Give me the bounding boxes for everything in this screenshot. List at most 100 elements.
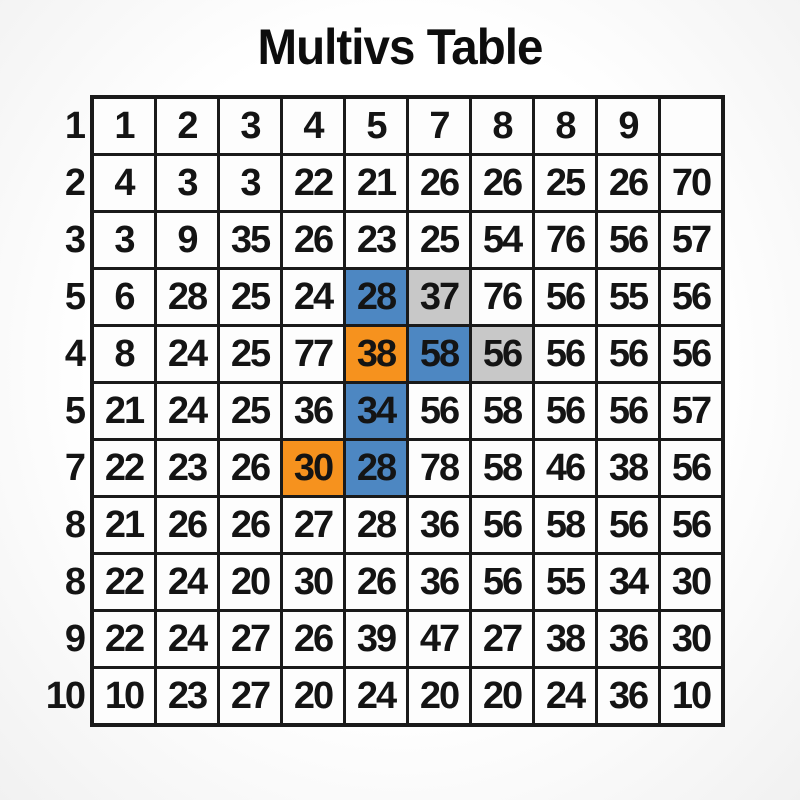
table-cell: 46 bbox=[535, 441, 595, 495]
row-label: 7 bbox=[64, 446, 86, 489]
table-cell: 22 bbox=[283, 156, 343, 210]
table-cell: 21 bbox=[94, 498, 154, 552]
table-cell: 28 bbox=[157, 270, 217, 324]
row-label: 2 bbox=[64, 161, 86, 204]
table-cell: 47 bbox=[409, 612, 469, 666]
table-cell: 27 bbox=[220, 612, 280, 666]
highlighted-cell: 37 bbox=[409, 270, 469, 324]
table-cell: 70 bbox=[661, 156, 721, 210]
row-label: 3 bbox=[64, 218, 86, 261]
table-cell: 25 bbox=[220, 384, 280, 438]
table-cell: 55 bbox=[535, 555, 595, 609]
table-cell: 27 bbox=[283, 498, 343, 552]
row-label: 8 bbox=[64, 503, 86, 546]
table-cell: 24 bbox=[157, 384, 217, 438]
table-cell: 22 bbox=[94, 555, 154, 609]
table-cell: 30 bbox=[283, 555, 343, 609]
table-cell: 56 bbox=[598, 384, 658, 438]
table-cell: 56 bbox=[598, 327, 658, 381]
table-cell: 26 bbox=[283, 612, 343, 666]
highlighted-cell: 38 bbox=[346, 327, 406, 381]
table-cell: 3 bbox=[220, 99, 280, 153]
table-cell: 24 bbox=[283, 270, 343, 324]
table-cell: 56 bbox=[409, 384, 469, 438]
table-cell: 26 bbox=[220, 498, 280, 552]
table-cell: 23 bbox=[157, 669, 217, 723]
table-cell: 57 bbox=[661, 384, 721, 438]
table-cell: 21 bbox=[346, 156, 406, 210]
row-label: 4 bbox=[64, 332, 86, 375]
table-cell: 26 bbox=[472, 156, 532, 210]
table-cell: 5 bbox=[346, 99, 406, 153]
table-cell: 25 bbox=[220, 327, 280, 381]
highlighted-cell: 28 bbox=[346, 441, 406, 495]
table-cell: 21 bbox=[94, 384, 154, 438]
highlighted-cell: 58 bbox=[409, 327, 469, 381]
table-cell: 36 bbox=[283, 384, 343, 438]
row-label: 8 bbox=[64, 560, 86, 603]
table-cell: 76 bbox=[535, 213, 595, 267]
table-cell: 36 bbox=[409, 555, 469, 609]
table-cell: 26 bbox=[157, 498, 217, 552]
highlighted-cell: 28 bbox=[346, 270, 406, 324]
table-cell: 56 bbox=[535, 327, 595, 381]
table-cell: 10 bbox=[94, 669, 154, 723]
table-cell: 9 bbox=[598, 99, 658, 153]
table-cell: 35 bbox=[220, 213, 280, 267]
table-cell: 56 bbox=[535, 270, 595, 324]
table-cell: 56 bbox=[472, 555, 532, 609]
table-cell: 10 bbox=[661, 669, 721, 723]
table-cell: 78 bbox=[409, 441, 469, 495]
table-cell: 54 bbox=[472, 213, 532, 267]
table-cell: 8 bbox=[535, 99, 595, 153]
table-cell: 26 bbox=[409, 156, 469, 210]
table-cell: 38 bbox=[598, 441, 658, 495]
table-grid: 1 2 3 4 5 7 8 8 9 4 3 3 22 21 26 26 25 26 70 3 9 35 26 23 25 54 76… bbox=[90, 95, 725, 727]
table-cell: 25 bbox=[220, 270, 280, 324]
table-cell: 26 bbox=[283, 213, 343, 267]
table-cell: 76 bbox=[472, 270, 532, 324]
table-cell: 30 bbox=[661, 612, 721, 666]
row-label: 5 bbox=[64, 275, 86, 318]
table-cell: 56 bbox=[661, 441, 721, 495]
highlighted-cell: 30 bbox=[283, 441, 343, 495]
table-cell: 8 bbox=[94, 327, 154, 381]
table-cell: 28 bbox=[346, 498, 406, 552]
table-cell: 22 bbox=[94, 612, 154, 666]
table-cell: 25 bbox=[409, 213, 469, 267]
table-cell: 30 bbox=[661, 555, 721, 609]
table-cell: 58 bbox=[472, 441, 532, 495]
table-cell: 24 bbox=[535, 669, 595, 723]
highlighted-cell: 34 bbox=[346, 384, 406, 438]
table-cell: 6 bbox=[94, 270, 154, 324]
table-cell: 8 bbox=[472, 99, 532, 153]
table-cell: 23 bbox=[157, 441, 217, 495]
table-cell: 25 bbox=[535, 156, 595, 210]
table-cell: 56 bbox=[661, 327, 721, 381]
table-cell: 24 bbox=[157, 612, 217, 666]
table-cell: 20 bbox=[220, 555, 280, 609]
table-cell: 34 bbox=[598, 555, 658, 609]
table-cell: 58 bbox=[535, 498, 595, 552]
table-cell: 3 bbox=[157, 156, 217, 210]
table-cell: 24 bbox=[157, 555, 217, 609]
table-cell: 56 bbox=[598, 213, 658, 267]
table-cell: 3 bbox=[220, 156, 280, 210]
table-cell: 26 bbox=[220, 441, 280, 495]
multiplication-table: 1 2 3 5 4 5 7 8 8 9 10 1 2 3 4 5 7 8 8 9 4 3 3 22 21 26 26 25 26 70 3… bbox=[32, 95, 725, 727]
table-cell: 4 bbox=[94, 156, 154, 210]
highlighted-cell: 56 bbox=[472, 327, 532, 381]
table-cell: 36 bbox=[598, 669, 658, 723]
table-cell bbox=[661, 99, 721, 153]
table-cell: 38 bbox=[535, 612, 595, 666]
table-cell: 3 bbox=[94, 213, 154, 267]
table-cell: 56 bbox=[472, 498, 532, 552]
table-cell: 36 bbox=[409, 498, 469, 552]
table-cell: 27 bbox=[220, 669, 280, 723]
table-cell: 20 bbox=[283, 669, 343, 723]
table-cell: 7 bbox=[409, 99, 469, 153]
row-label: 10 bbox=[45, 674, 86, 717]
table-cell: 4 bbox=[283, 99, 343, 153]
table-cell: 56 bbox=[598, 498, 658, 552]
table-cell: 22 bbox=[94, 441, 154, 495]
